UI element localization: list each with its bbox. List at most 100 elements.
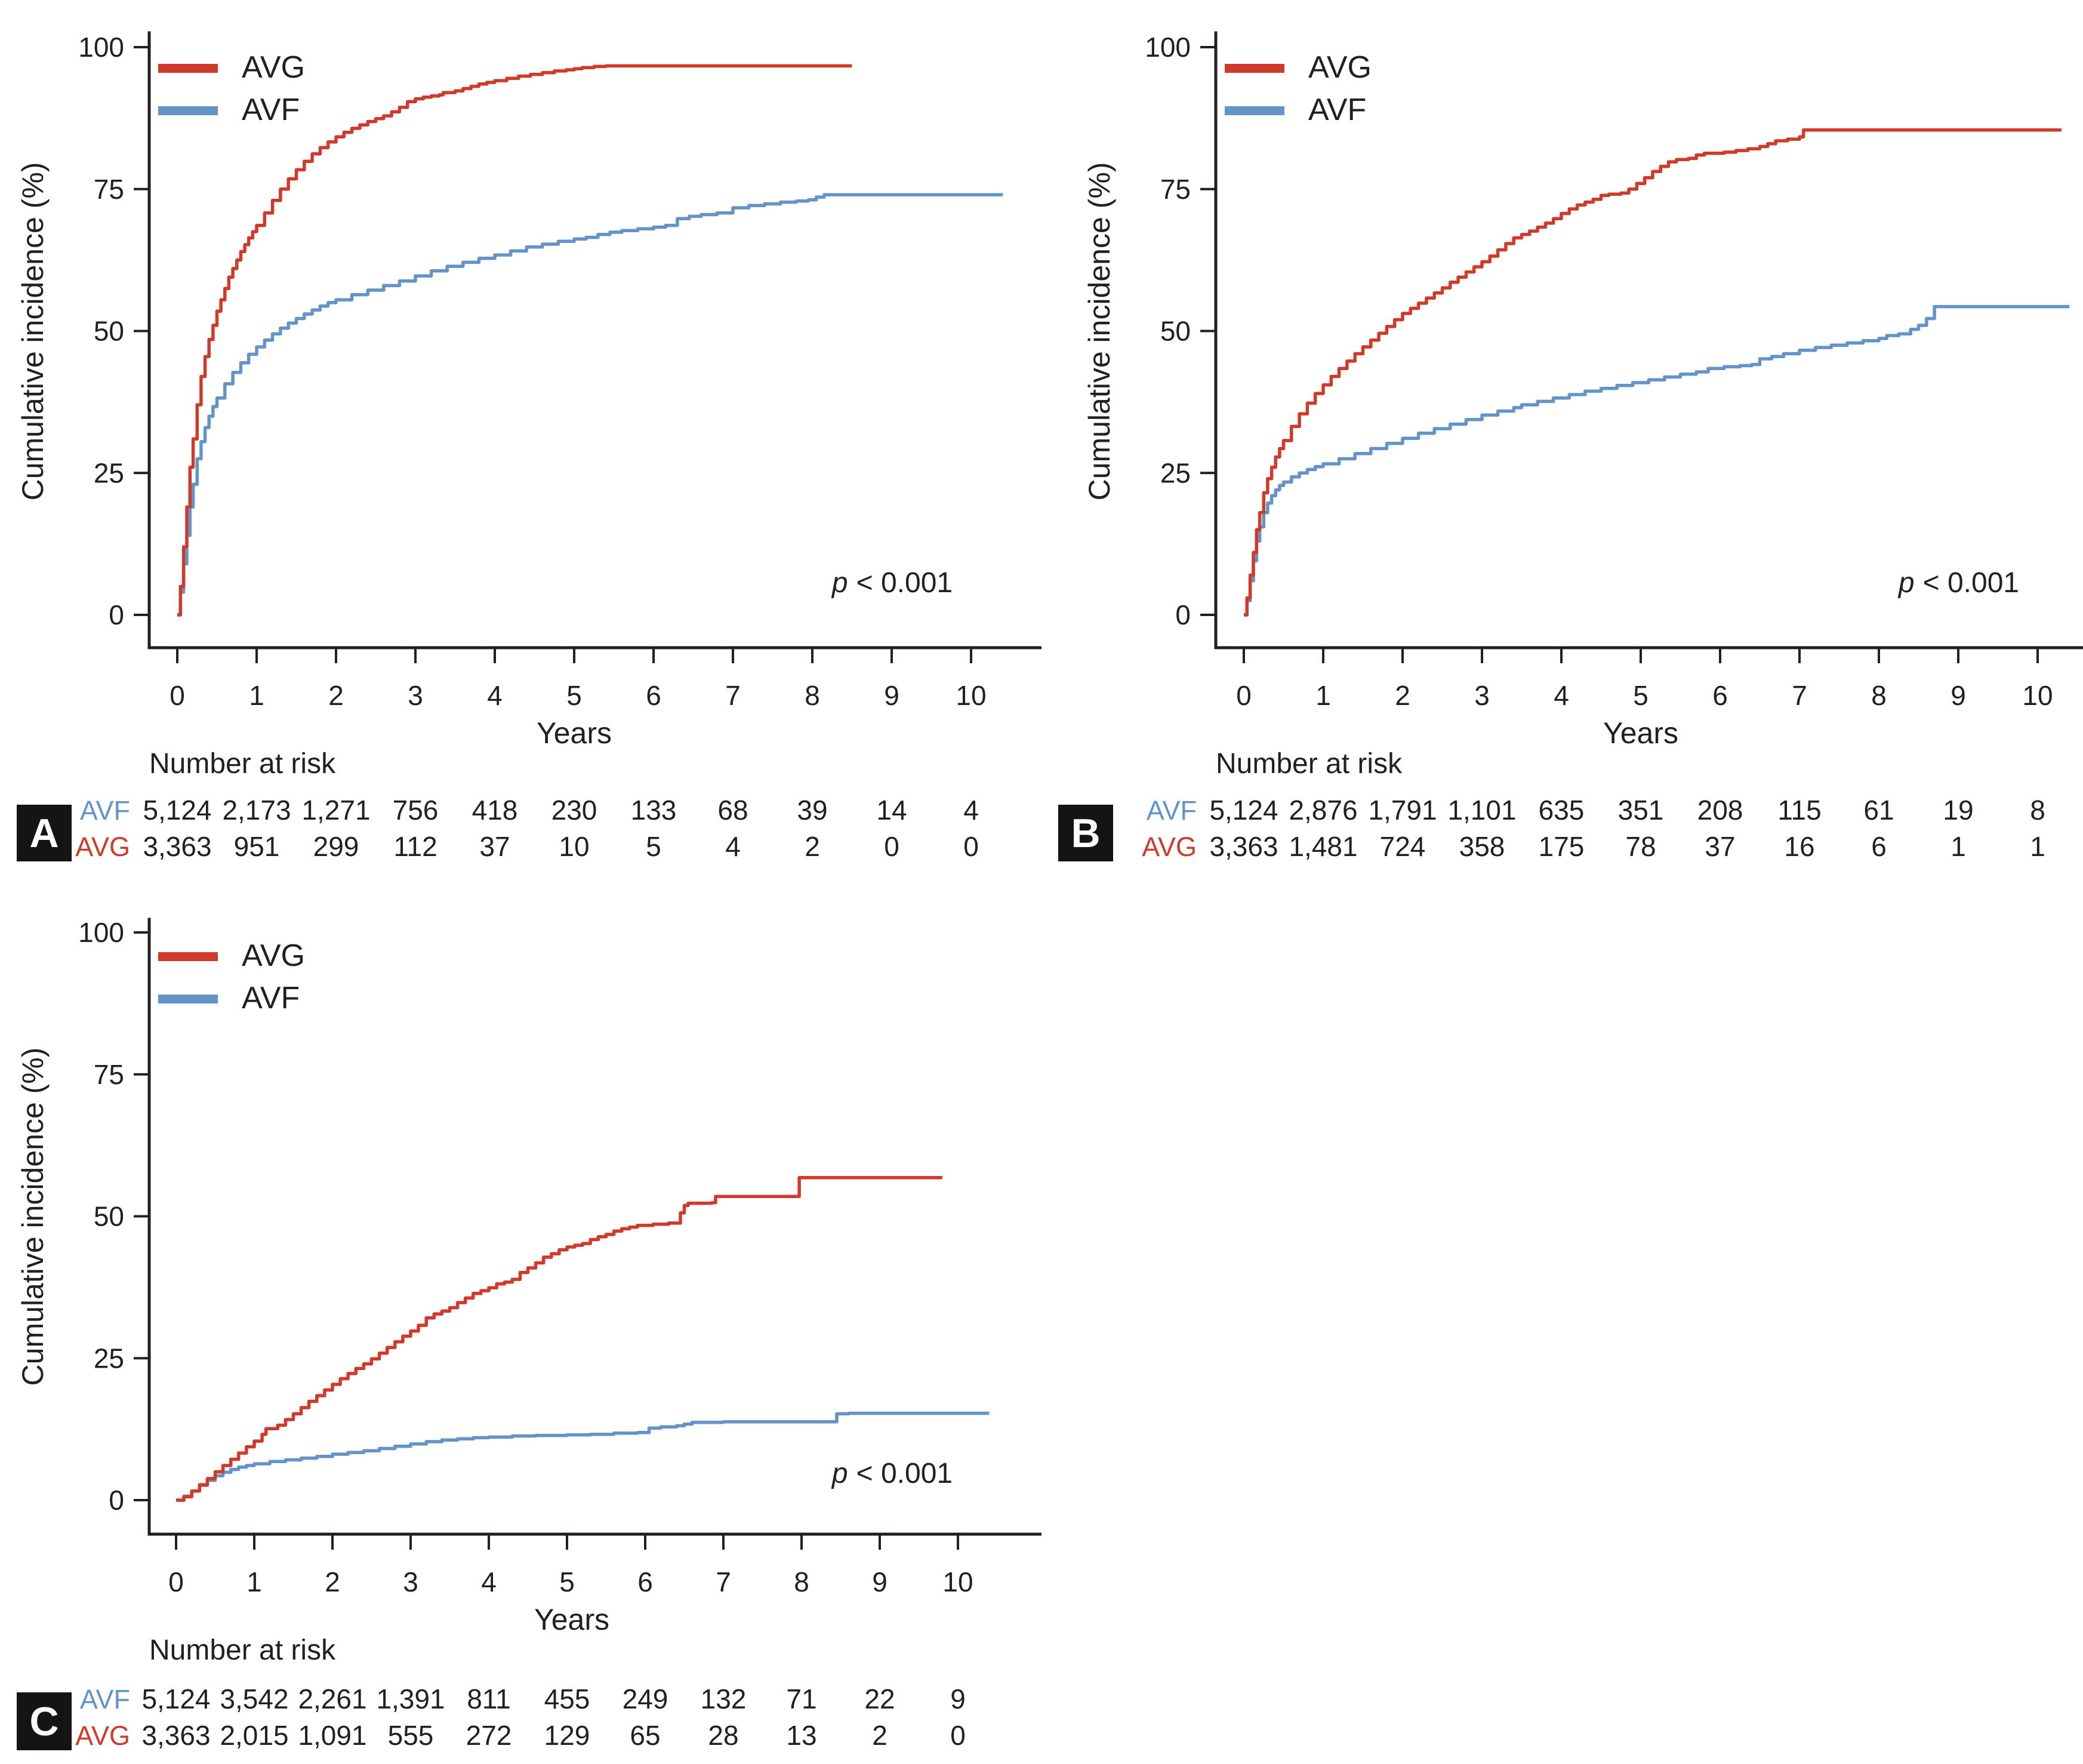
- x-tick-label: 1: [1315, 680, 1331, 711]
- panel-c: 0 25 50 75 100 0 1 2 3 4 5 6 7 8 9 10 Cumulative incid…: [0, 866, 1042, 1764]
- x-tick-label: 0: [1236, 680, 1252, 711]
- x-ticks-group: 0 1 2 3 4 5 6 7 8 9 10: [170, 648, 987, 711]
- risk-value: 2,173: [222, 795, 291, 826]
- risk-values-group: 5,124 2,173 1,271 756 418 230 133 68 39 14 4 3,363 9…: [143, 795, 978, 862]
- x-tick-label: 4: [481, 1566, 497, 1597]
- risk-value: 133: [631, 795, 677, 826]
- curve-avf: [177, 193, 1003, 617]
- risk-row-label-avf: AVF: [80, 795, 130, 826]
- risk-value: 13: [786, 1720, 816, 1751]
- y-tick-label: 100: [1145, 32, 1191, 63]
- panel-letter-box: [1058, 805, 1113, 861]
- y-ticks-group: 0 25 50 75 100: [78, 32, 149, 630]
- curve-avf: [1244, 304, 2070, 617]
- risk-value: 10: [559, 831, 589, 862]
- legend-swatch-avf: [158, 995, 218, 1003]
- risk-value: 115: [1777, 795, 1821, 826]
- risk-value: 112: [393, 831, 437, 862]
- legend-label-avf: AVF: [1308, 93, 1366, 127]
- p-value: p < 0.001: [831, 1458, 953, 1489]
- number-at-risk-header: Number at risk: [149, 1634, 336, 1666]
- x-tick-label: 4: [487, 680, 503, 711]
- risk-value: 28: [708, 1720, 738, 1751]
- x-axis-title: Years: [534, 1603, 609, 1636]
- curves-group: [1244, 128, 2070, 617]
- legend-label-avg: AVG: [242, 50, 305, 85]
- x-tick-label: 3: [403, 1566, 418, 1597]
- risk-row-label-avg: AVG: [1142, 832, 1197, 862]
- x-tick-label: 9: [884, 680, 899, 711]
- risk-value: 5: [646, 831, 661, 862]
- risk-value: 39: [797, 795, 827, 826]
- y-tick-label: 0: [1175, 599, 1191, 630]
- risk-value: 61: [1863, 795, 1894, 826]
- x-tick-label: 7: [1792, 680, 1807, 711]
- x-tick-label: 7: [725, 680, 741, 711]
- risk-value: 22: [864, 1683, 895, 1714]
- curve-avg: [176, 1176, 942, 1502]
- x-tick-label: 6: [637, 1566, 653, 1597]
- x-tick-label: 8: [794, 1566, 809, 1597]
- risk-value: 0: [950, 1720, 966, 1751]
- risk-row-label-avf: AVF: [1147, 795, 1197, 826]
- risk-value: 132: [701, 1683, 747, 1714]
- x-tick-label: 5: [559, 1566, 575, 1597]
- panel-letter: B: [1071, 811, 1100, 856]
- x-tick-label: 0: [170, 680, 185, 711]
- y-tick-label: 75: [94, 174, 124, 205]
- risk-values-group: 5,124 3,542 2,261 1,391 811 455 249 132 71 22 93,3…: [141, 1683, 965, 1751]
- y-tick-label: 100: [78, 917, 124, 948]
- curves-group: [176, 1176, 990, 1502]
- y-tick-label: 50: [1160, 316, 1191, 347]
- risk-value: 358: [1459, 831, 1505, 862]
- legend-label-avg: AVG: [242, 938, 305, 973]
- risk-value: 2: [872, 1720, 888, 1751]
- risk-value: 1: [2030, 831, 2045, 862]
- legend-label-avg: AVG: [1308, 50, 1372, 85]
- x-tick-label: 1: [249, 680, 264, 711]
- panel-letter: A: [29, 811, 58, 856]
- risk-value: 9: [950, 1683, 966, 1714]
- risk-value: 2,876: [1289, 795, 1357, 826]
- x-tick-label: 3: [1474, 680, 1490, 711]
- x-tick-label: 6: [646, 680, 661, 711]
- risk-value: 249: [623, 1683, 668, 1714]
- risk-row-label-avg: AVG: [75, 832, 130, 862]
- risk-value: 724: [1380, 831, 1426, 862]
- risk-value: 1,481: [1289, 831, 1357, 862]
- y-tick-label: 25: [94, 457, 124, 488]
- legend-swatch-avf: [158, 106, 218, 115]
- x-tick-label: 0: [168, 1566, 184, 1597]
- x-tick-label: 3: [408, 680, 423, 711]
- p-value: p < 0.001: [831, 567, 953, 599]
- x-tick-label: 10: [942, 1566, 973, 1597]
- curves-group: [177, 64, 1003, 617]
- legend-swatch-avf: [1225, 106, 1284, 115]
- y-tick-label: 25: [94, 1343, 124, 1374]
- risk-value: 2,261: [298, 1683, 366, 1714]
- risk-value: 14: [876, 795, 907, 826]
- risk-row-label-avg: AVG: [75, 1720, 130, 1751]
- x-ticks-group: 0 1 2 3 4 5 6 7 8 9 10: [168, 1534, 973, 1597]
- x-axis-title: Years: [537, 716, 612, 750]
- x-tick-label: 9: [872, 1566, 888, 1597]
- risk-value: 19: [1943, 795, 1973, 826]
- risk-value: 6: [1871, 831, 1887, 862]
- x-tick-label: 1: [246, 1566, 262, 1597]
- risk-value: 1: [1950, 831, 1966, 862]
- x-tick-label: 10: [2022, 680, 2053, 711]
- legend-label-avf: AVF: [242, 93, 300, 127]
- risk-value: 455: [544, 1683, 590, 1714]
- risk-value: 1,391: [376, 1683, 445, 1714]
- risk-value: 5,124: [1209, 795, 1278, 826]
- risk-value: 65: [630, 1720, 660, 1751]
- y-tick-label: 100: [78, 32, 124, 63]
- y-tick-label: 25: [1160, 457, 1191, 488]
- risk-value: 37: [1705, 831, 1735, 862]
- number-at-risk-header: Number at risk: [1216, 748, 1403, 780]
- x-tick-label: 7: [716, 1566, 731, 1597]
- x-tick-label: 4: [1554, 680, 1569, 711]
